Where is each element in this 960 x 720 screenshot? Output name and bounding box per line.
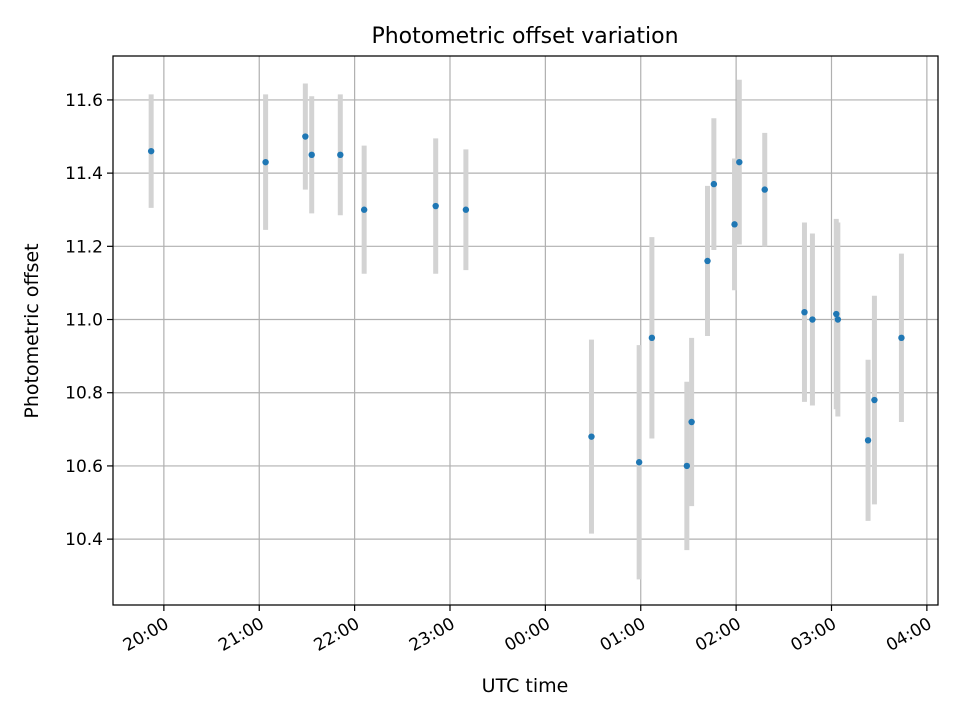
x-axis-label: UTC time bbox=[482, 675, 569, 697]
data-point bbox=[683, 462, 691, 470]
data-point bbox=[871, 396, 878, 404]
y-tick-label: 10.6 bbox=[65, 457, 103, 477]
y-axis-ticks: 10.4 10.6 10.8 11.0 11.2 11.4 11.6 bbox=[65, 91, 113, 550]
data-point bbox=[588, 433, 595, 440]
y-axis-label: Photometric offset bbox=[21, 243, 43, 418]
data-point bbox=[710, 180, 718, 188]
y-tick-label: 10.4 bbox=[65, 530, 103, 550]
data-point bbox=[432, 202, 439, 210]
chart-title: Photometric offset variation bbox=[371, 24, 678, 49]
data-point bbox=[648, 334, 656, 342]
data-point bbox=[704, 257, 711, 265]
data-point bbox=[635, 459, 643, 466]
grid-lines bbox=[113, 56, 938, 605]
data-point bbox=[898, 334, 905, 342]
y-tick-label: 11.2 bbox=[65, 237, 103, 257]
data-point bbox=[302, 133, 309, 140]
data-point bbox=[761, 186, 768, 193]
data-point bbox=[308, 151, 315, 159]
data-point bbox=[809, 316, 816, 323]
y-tick-label: 11.6 bbox=[65, 91, 103, 111]
data-point bbox=[147, 147, 155, 155]
data-point bbox=[864, 437, 872, 444]
data-point bbox=[262, 158, 269, 166]
data-point bbox=[834, 316, 842, 323]
y-tick-label: 11.4 bbox=[65, 164, 103, 184]
data-point bbox=[360, 206, 368, 213]
data-point bbox=[337, 151, 344, 159]
data-point bbox=[731, 221, 738, 228]
data-point bbox=[833, 310, 840, 318]
data-point bbox=[688, 418, 695, 426]
y-tick-label: 10.8 bbox=[65, 384, 103, 404]
data-point bbox=[462, 206, 470, 213]
data-point bbox=[736, 158, 743, 166]
data-point bbox=[801, 309, 808, 316]
y-tick-label: 11.0 bbox=[65, 311, 103, 331]
plot-frame bbox=[112, 55, 939, 606]
data-points bbox=[147, 133, 905, 470]
